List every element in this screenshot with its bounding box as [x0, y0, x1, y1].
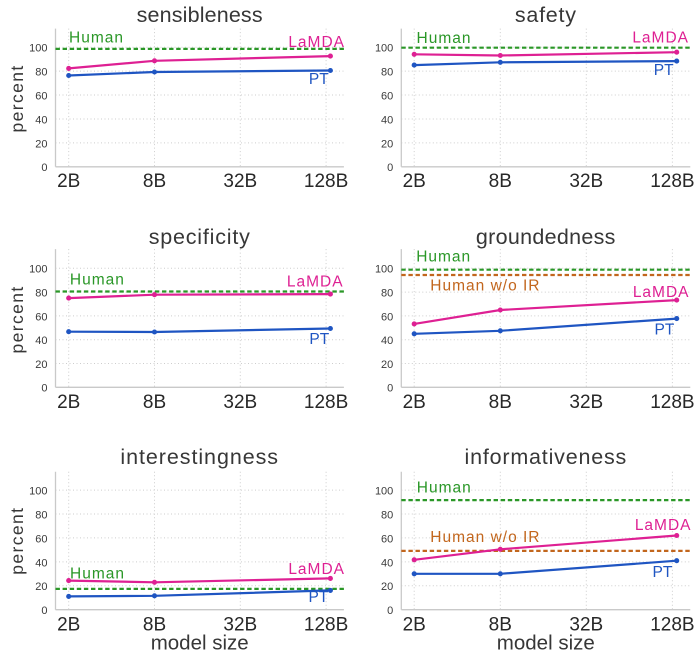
- svg-text:40: 40: [381, 557, 393, 569]
- svg-text:0: 0: [387, 605, 393, 617]
- svg-text:100: 100: [375, 264, 393, 276]
- svg-text:128B: 128B: [304, 171, 348, 192]
- svg-text:100: 100: [29, 264, 47, 276]
- svg-text:8B: 8B: [489, 615, 512, 636]
- svg-text:LaMDA: LaMDA: [632, 30, 689, 47]
- svg-text:100: 100: [375, 486, 393, 498]
- svg-text:20: 20: [381, 581, 393, 593]
- svg-text:percent: percent: [7, 64, 27, 132]
- svg-text:8B: 8B: [143, 615, 166, 636]
- svg-text:PT: PT: [655, 322, 675, 339]
- svg-text:0: 0: [41, 162, 47, 174]
- svg-text:2B: 2B: [57, 615, 80, 636]
- svg-text:32B: 32B: [223, 171, 257, 192]
- svg-text:60: 60: [381, 533, 393, 545]
- svg-text:0: 0: [41, 383, 47, 395]
- svg-text:8B: 8B: [143, 171, 166, 192]
- svg-text:2B: 2B: [403, 615, 426, 636]
- svg-text:20: 20: [35, 359, 47, 371]
- svg-text:Human: Human: [417, 480, 472, 497]
- svg-text:percent: percent: [7, 285, 27, 353]
- svg-text:32B: 32B: [569, 392, 603, 413]
- svg-text:32B: 32B: [223, 615, 257, 636]
- svg-text:60: 60: [381, 311, 393, 323]
- svg-text:20: 20: [35, 138, 47, 150]
- svg-text:80: 80: [35, 509, 47, 521]
- svg-text:80: 80: [35, 67, 47, 79]
- svg-text:groundedness: groundedness: [476, 225, 616, 249]
- svg-text:PT: PT: [654, 62, 674, 79]
- svg-text:8B: 8B: [489, 171, 512, 192]
- svg-text:8B: 8B: [143, 392, 166, 413]
- svg-text:60: 60: [35, 311, 47, 323]
- svg-text:interestingness: interestingness: [120, 445, 279, 469]
- svg-text:20: 20: [381, 138, 393, 150]
- svg-text:PT: PT: [653, 564, 673, 581]
- svg-text:0: 0: [41, 605, 47, 617]
- svg-text:128B: 128B: [650, 171, 694, 192]
- svg-text:Human: Human: [417, 30, 472, 47]
- svg-text:128B: 128B: [650, 392, 694, 413]
- svg-text:LaMDA: LaMDA: [288, 34, 345, 51]
- svg-text:2B: 2B: [57, 392, 80, 413]
- svg-text:LaMDA: LaMDA: [633, 284, 690, 301]
- svg-text:Human w/o IR: Human w/o IR: [430, 278, 540, 295]
- svg-text:32B: 32B: [569, 171, 603, 192]
- svg-text:Human: Human: [70, 272, 125, 289]
- svg-text:32B: 32B: [223, 392, 257, 413]
- svg-text:Human: Human: [70, 566, 125, 583]
- svg-text:safety: safety: [515, 3, 577, 27]
- svg-text:PT: PT: [309, 589, 329, 606]
- svg-text:sensibleness: sensibleness: [137, 3, 263, 27]
- svg-text:60: 60: [35, 533, 47, 545]
- svg-text:PT: PT: [309, 331, 329, 348]
- svg-text:20: 20: [35, 581, 47, 593]
- svg-text:specificity: specificity: [149, 225, 251, 249]
- svg-text:8B: 8B: [489, 392, 512, 413]
- svg-text:100: 100: [375, 43, 393, 55]
- svg-text:0: 0: [387, 383, 393, 395]
- svg-text:40: 40: [381, 335, 393, 347]
- svg-text:informativeness: informativeness: [465, 445, 628, 469]
- svg-text:80: 80: [381, 509, 393, 521]
- svg-text:2B: 2B: [403, 392, 426, 413]
- svg-text:LaMDA: LaMDA: [635, 517, 692, 534]
- svg-text:40: 40: [381, 114, 393, 126]
- svg-text:20: 20: [381, 359, 393, 371]
- svg-text:LaMDA: LaMDA: [287, 274, 344, 291]
- svg-text:80: 80: [35, 288, 47, 300]
- svg-text:128B: 128B: [304, 392, 348, 413]
- svg-text:32B: 32B: [569, 615, 603, 636]
- svg-text:128B: 128B: [650, 615, 694, 636]
- svg-text:100: 100: [29, 43, 47, 55]
- svg-text:40: 40: [35, 557, 47, 569]
- svg-text:128B: 128B: [304, 615, 348, 636]
- svg-text:Human w/o IR: Human w/o IR: [430, 529, 540, 546]
- svg-text:model size: model size: [497, 632, 595, 655]
- svg-text:40: 40: [35, 335, 47, 347]
- svg-text:60: 60: [35, 90, 47, 102]
- svg-text:LaMDA: LaMDA: [288, 561, 345, 578]
- svg-text:Human: Human: [69, 30, 124, 47]
- svg-text:100: 100: [29, 486, 47, 498]
- svg-text:60: 60: [381, 90, 393, 102]
- svg-text:Human: Human: [416, 249, 471, 266]
- svg-text:40: 40: [35, 114, 47, 126]
- svg-text:model size: model size: [151, 632, 249, 655]
- svg-text:percent: percent: [7, 507, 27, 575]
- svg-text:0: 0: [387, 162, 393, 174]
- svg-text:PT: PT: [309, 71, 329, 88]
- svg-text:80: 80: [381, 288, 393, 300]
- svg-text:80: 80: [381, 67, 393, 79]
- svg-text:2B: 2B: [403, 171, 426, 192]
- svg-text:2B: 2B: [57, 171, 80, 192]
